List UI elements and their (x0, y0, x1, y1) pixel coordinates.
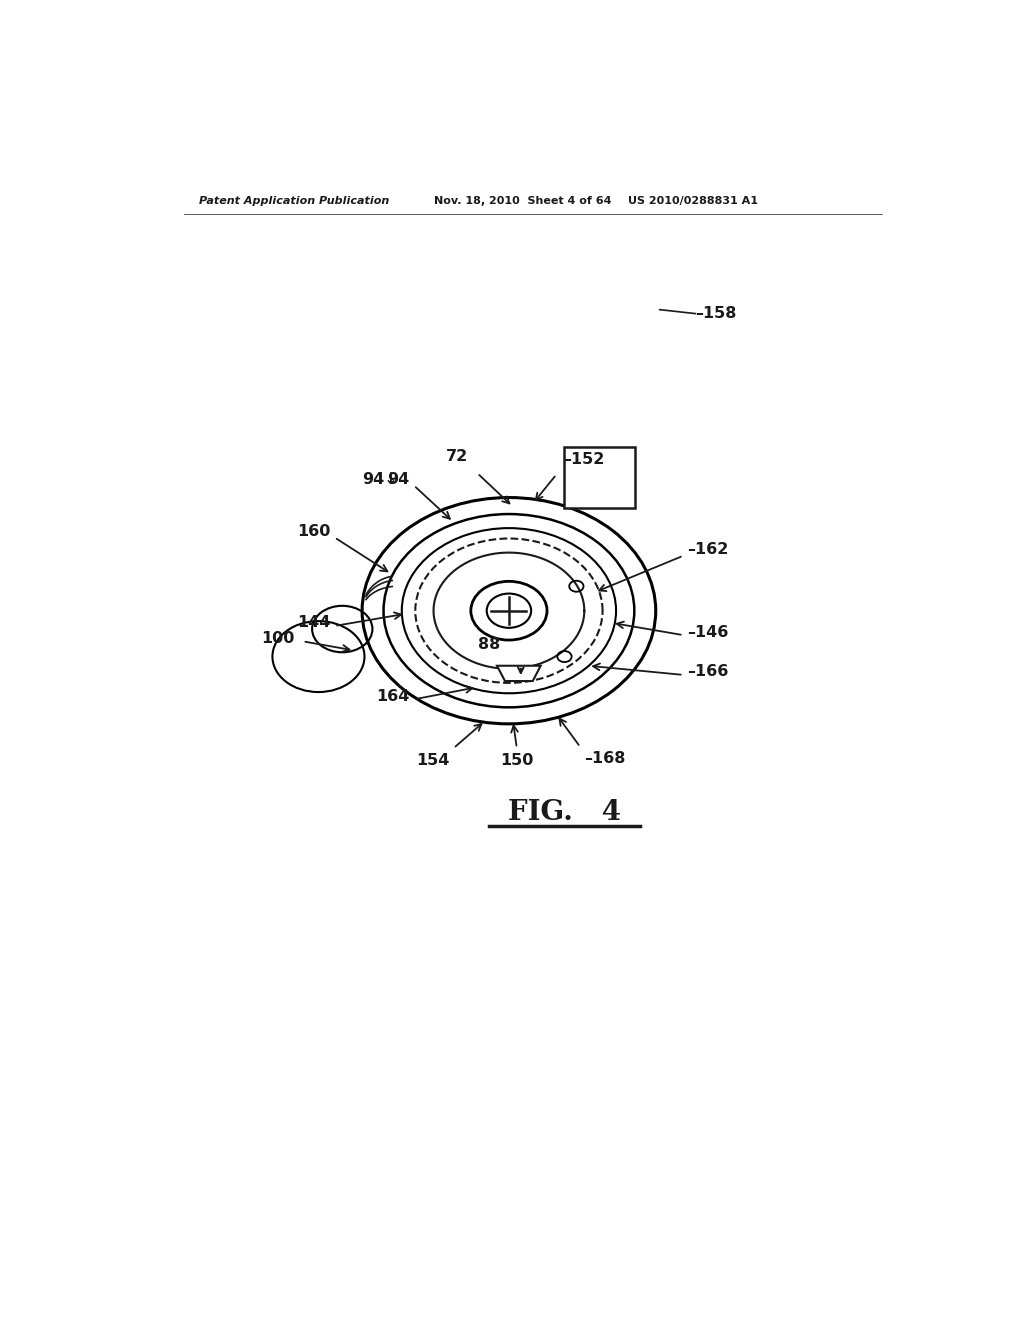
Text: 88: 88 (478, 636, 500, 652)
Text: 150: 150 (500, 754, 534, 768)
Text: 100: 100 (261, 631, 295, 645)
Text: 94↓: 94↓ (362, 471, 397, 487)
Text: 154: 154 (416, 754, 450, 768)
FancyBboxPatch shape (564, 447, 635, 508)
Text: –166: –166 (687, 664, 729, 680)
Text: –162: –162 (687, 543, 729, 557)
Text: US 2010/0288831 A1: US 2010/0288831 A1 (628, 197, 758, 206)
Text: 72: 72 (446, 449, 468, 463)
Text: 94: 94 (387, 471, 410, 487)
Text: –146: –146 (687, 624, 729, 640)
Text: –158: –158 (695, 306, 737, 321)
Text: Nov. 18, 2010  Sheet 4 of 64: Nov. 18, 2010 Sheet 4 of 64 (433, 197, 611, 206)
Polygon shape (497, 665, 541, 681)
Text: FIG.   4: FIG. 4 (508, 799, 621, 826)
Text: 160: 160 (297, 524, 331, 539)
Text: Patent Application Publication: Patent Application Publication (200, 197, 390, 206)
Text: 144: 144 (297, 615, 331, 631)
Text: –152: –152 (563, 451, 604, 467)
Text: –168: –168 (585, 751, 626, 767)
Text: 164: 164 (377, 689, 410, 704)
